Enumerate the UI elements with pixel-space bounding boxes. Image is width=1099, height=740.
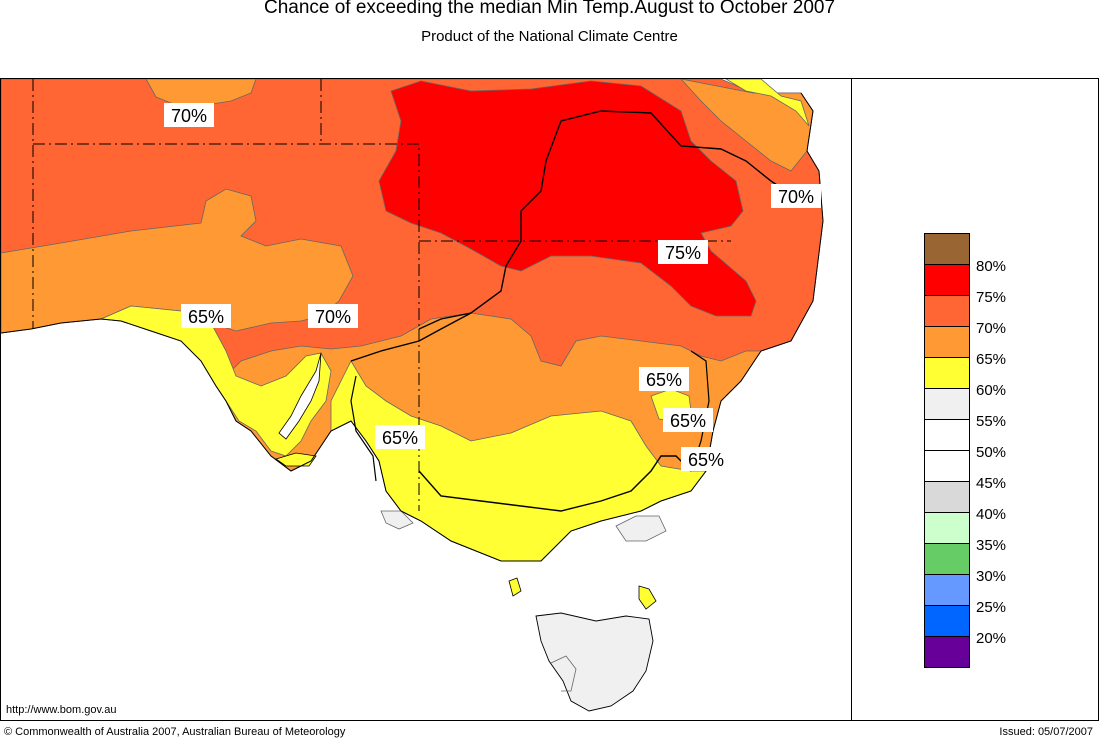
label-70-nw: 70% [164,103,214,127]
legend-swatch [925,358,969,389]
issued-date: Issued: 05/07/2007 [999,726,1093,738]
southern-coastline [1,92,824,562]
king-island [508,577,522,597]
zone-60-northeast-tip [725,79,810,127]
legend-labels: 80% 75% 70% 65% 60% 55% 50% 45% 40% 35% 30% 25% 20% [976,251,1006,654]
legend-swatch [925,637,969,668]
legend-swatch [925,544,969,575]
legend-swatch [925,389,969,420]
border-nsw-qld [418,110,787,330]
legend-label: 60% [976,382,1007,399]
bom-url: http://www.bom.gov.au [6,704,117,716]
boundary-dashed-north [32,79,420,329]
legend-label: 80% [976,258,1007,275]
legend-panel: 80% 75% 70% 65% 60% 55% 50% 45% 40% 35% 30% 25% 20% [851,79,1098,720]
label-65-southeast: 65% [663,408,713,432]
svg-text:70%: 70% [778,187,814,207]
tasmania-contour [550,655,577,692]
kangaroo-island [275,452,317,467]
svg-text:65%: 65% [382,428,418,448]
legend-swatch [925,575,969,606]
legend-label: 30% [976,568,1007,585]
label-70-central: 70% [308,304,358,328]
label-65-east: 65% [639,367,689,391]
legend-swatch [925,482,969,513]
label-65-south: 65% [375,425,425,449]
legend-label: 20% [976,630,1007,647]
border-nsw-vic [418,455,692,512]
legend-swatch [925,606,969,637]
legend-label: 35% [976,537,1007,554]
svg-text:65%: 65% [670,411,706,431]
svg-text:75%: 75% [665,243,701,263]
zone-55-vic-west [380,510,414,530]
label-75: 75% [658,240,708,264]
legend-swatch [925,420,969,451]
legend-swatch [925,296,969,327]
spencer-gulf [278,352,322,440]
legend-swatch [925,234,969,265]
map-title: Chance of exceeding the median Min Temp.… [263,0,836,18]
map-subtitle: Product of the National Climate Centre [421,28,678,45]
label-70-ne: 70% [771,184,821,208]
svg-text:65%: 65% [188,307,224,327]
border-vic-inner [350,375,377,482]
flinders-island [638,585,657,610]
legend-swatch [925,265,969,296]
map-area: 70% 70% 75% 65% 70% 65% [1,79,851,720]
legend-label: 50% [976,444,1007,461]
legend-swatch [925,327,969,358]
svg-text:70%: 70% [171,106,207,126]
tasmania [535,612,654,712]
svg-text:65%: 65% [646,370,682,390]
map-frame: 70% 70% 75% 65% 70% 65% [0,78,1099,721]
legend-label: 70% [976,320,1007,337]
label-65-far-southeast: 65% [681,447,731,471]
svg-text:65%: 65% [688,450,724,470]
legend-swatch [925,451,969,482]
svg-text:70%: 70% [315,307,351,327]
legend-label: 75% [976,289,1007,306]
legend-label: 55% [976,413,1007,430]
label-65-west: 65% [181,304,231,328]
zone-55-vic-east [615,515,667,542]
legend-label: 45% [976,475,1007,492]
legend-label: 25% [976,599,1007,616]
zone-65-northwest [145,79,257,106]
legend-swatch [925,513,969,544]
copyright-notice: © Commonwealth of Australia 2007, Austra… [4,726,346,738]
probability-map: 70% 70% 75% 65% 70% 65% [1,79,851,720]
zone-65-northeast [680,79,814,172]
legend-label: 40% [976,506,1007,523]
legend-swatches [924,233,970,668]
legend-label: 65% [976,351,1007,368]
